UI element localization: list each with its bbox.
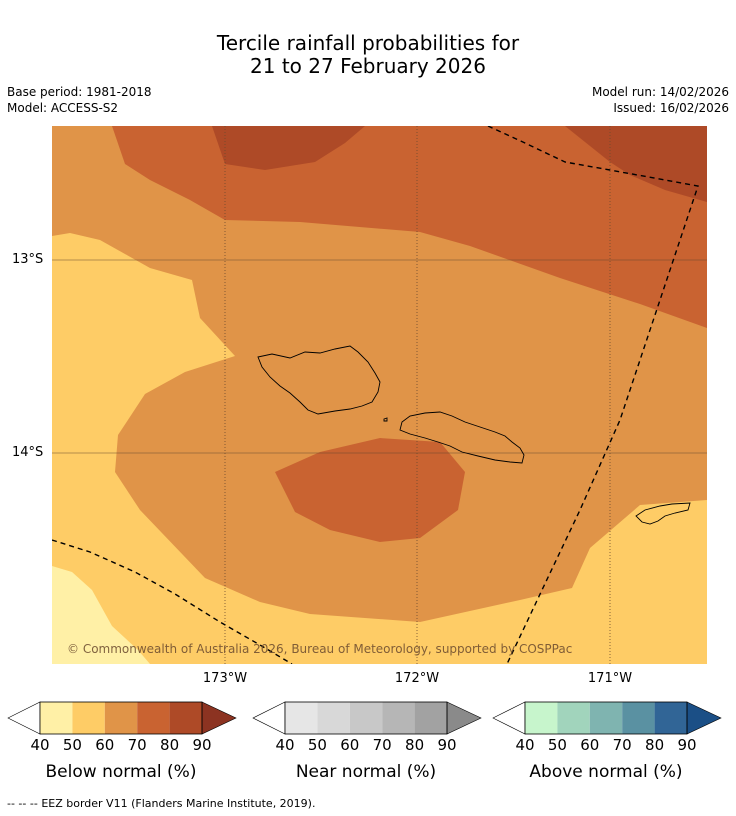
region-below-70-80-north [112,126,707,328]
lon-label-173w: 173°W [202,671,248,686]
cbar-below-tick-40: 40 [30,736,50,754]
lat-label-14s: 14°S [12,445,44,460]
region-below-80-90-north [212,126,365,170]
region-below-40-50 [52,566,150,664]
cbar-above-tick-80: 80 [645,736,665,754]
cbar-below-upper-extend [201,701,237,735]
colorbar-below [7,701,237,735]
lon-label-171w: 171°W [587,671,633,686]
cbar-above-seg-60-70 [589,702,623,734]
cbar-above-upper-extend [686,701,722,735]
cbar-above-tick-90: 90 [677,736,697,754]
meta-right: Model run: 14/02/2026 Issued: 16/02/2026 [592,84,729,116]
cbar-near-label: Near normal (%) [295,762,437,782]
cbar-above-seg-70-80 [622,702,655,734]
cbar-below-seg-70-80 [137,702,170,734]
cbar-below-tick-60: 60 [95,736,115,754]
cbar-below-tick-70: 70 [127,736,147,754]
cbar-near-seg-50-60 [317,702,350,734]
cbar-near-tick-40: 40 [275,736,295,754]
issued-date: Issued: 16/02/2026 [613,101,729,115]
cbar-below-tick-90: 90 [192,736,212,754]
region-below-80-90-northeast [565,126,707,202]
model-name: Model: ACCESS-S2 [7,101,119,115]
region-below-50-60 [52,233,707,664]
chart-title: Tercile rainfall probabilities for 21 to… [0,32,736,78]
cbar-near-seg-40-50 [285,702,318,734]
cbar-below-label: Below normal (%) [45,762,197,782]
cbar-below-seg-50-60 [72,702,105,734]
cbar-above-tick-70: 70 [612,736,632,754]
savaii-island [257,345,381,415]
cbar-below-seg-80-90 [169,702,202,734]
cbar-near-seg-60-70 [349,702,383,734]
cbar-near-seg-80-90 [414,702,447,734]
upolu-island [399,411,525,464]
cbar-above-lower-extend [492,701,526,735]
region-below-70-80-central [275,438,465,542]
copyright-text: © Commonwealth of Australia 2026, Bureau… [67,642,572,656]
cbar-above-tick-60: 60 [580,736,600,754]
island-outlines [257,345,691,525]
lat-label-13s: 13°S [12,252,44,267]
cbar-near-tick-90: 90 [437,736,457,754]
model-run: Model run: 14/02/2026 [591,85,729,99]
cbar-above-seg-40-50 [525,702,558,734]
cbar-near-outline [284,701,448,735]
eez-legend: -- -- -- EEZ border V11 (Flanders Marine… [7,797,315,810]
cbar-near-tick-60: 60 [340,736,360,754]
title-line-2: 21 to 27 February 2026 [250,54,486,78]
title-line-1: Tercile rainfall probabilities for [216,31,520,55]
lon-label-172w: 172°W [394,671,440,686]
cbar-below-seg-60-70 [104,702,138,734]
cbar-near-tick-50: 50 [307,736,327,754]
eez-legend-text: EEZ border V11 (Flanders Marine Institut… [41,797,316,810]
colorbar-above [492,701,722,735]
graticule [52,126,707,664]
cbar-below-outline [39,701,203,735]
meta-left: Base period: 1981-2018 Model: ACCESS-S2 [7,84,152,116]
manono-island [383,417,388,422]
cbar-near-upper-extend [446,701,482,735]
cbar-above-tick-50: 50 [547,736,567,754]
cbar-below-tick-50: 50 [62,736,82,754]
cbar-near-lower-extend [252,701,286,735]
cbar-below-lower-extend [7,701,41,735]
cbar-near-tick-70: 70 [372,736,392,754]
cbar-below-tick-80: 80 [160,736,180,754]
cbar-near-tick-80: 80 [405,736,425,754]
cbar-above-label: Above normal (%) [529,762,683,782]
cbar-above-outline [524,701,688,735]
cbar-near-seg-70-80 [382,702,415,734]
cbar-below-seg-40-50 [40,702,73,734]
cbar-above-tick-40: 40 [515,736,535,754]
base-period: Base period: 1981-2018 [7,85,152,99]
eez-border [52,126,699,664]
eez-legend-dash: -- -- -- [7,797,38,810]
cbar-above-seg-50-60 [557,702,590,734]
colorbar-near [252,701,482,735]
cbar-above-seg-80-90 [654,702,687,734]
tutuila-island [635,502,691,525]
